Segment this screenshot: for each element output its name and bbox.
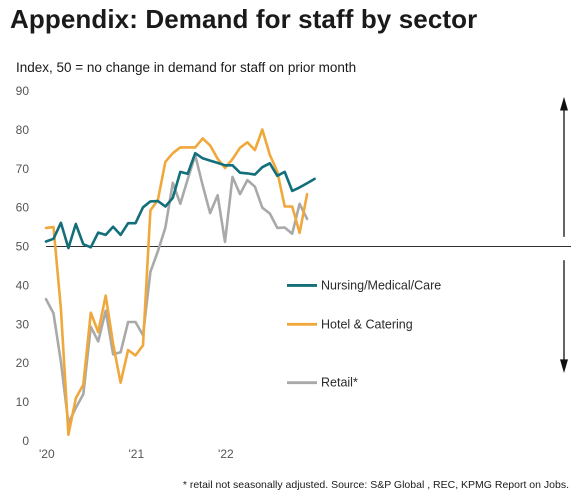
y-tick-label: 60	[16, 201, 30, 215]
y-tick-label: 10	[16, 395, 30, 409]
x-axis-ticks: '20 '21 '22	[39, 447, 234, 461]
direction-arrows	[560, 96, 568, 373]
x-tick-label: '20	[39, 447, 55, 461]
y-tick-label: 20	[16, 356, 30, 370]
x-tick-label: '21	[129, 447, 145, 461]
x-tick-label: '22	[218, 447, 234, 461]
up-arrow-icon	[560, 96, 568, 111]
y-tick-label: 0	[22, 434, 29, 448]
y-tick-label: 80	[16, 123, 30, 137]
y-tick-label: 40	[16, 278, 30, 292]
y-tick-label: 90	[16, 84, 30, 98]
y-tick-label: 30	[16, 317, 30, 331]
y-axis-ticks: 0 10 20 30 40 50 60 70 80 90	[16, 84, 30, 448]
legend-label: Nursing/Medical/Care	[321, 278, 441, 292]
chart-subtitle: Index, 50 = no change in demand for staf…	[16, 60, 357, 75]
y-tick-label: 50	[16, 240, 30, 254]
legend: Nursing/Medical/Care Hotel & Catering Reta…	[287, 278, 441, 390]
series-lines	[44, 128, 316, 437]
series-line-nursing-medical-care	[44, 151, 316, 250]
source-footnote: * retail not seasonally adjusted. Source…	[182, 479, 569, 491]
legend-label: Hotel & Catering	[321, 317, 413, 331]
chart-title: Appendix: Demand for staff by sector	[10, 4, 478, 34]
down-arrow-icon	[560, 359, 568, 373]
y-tick-label: 70	[16, 162, 30, 176]
series-line-retail	[44, 153, 309, 425]
series-line-hotel-catering	[44, 128, 309, 437]
legend-label: Retail*	[321, 376, 358, 390]
